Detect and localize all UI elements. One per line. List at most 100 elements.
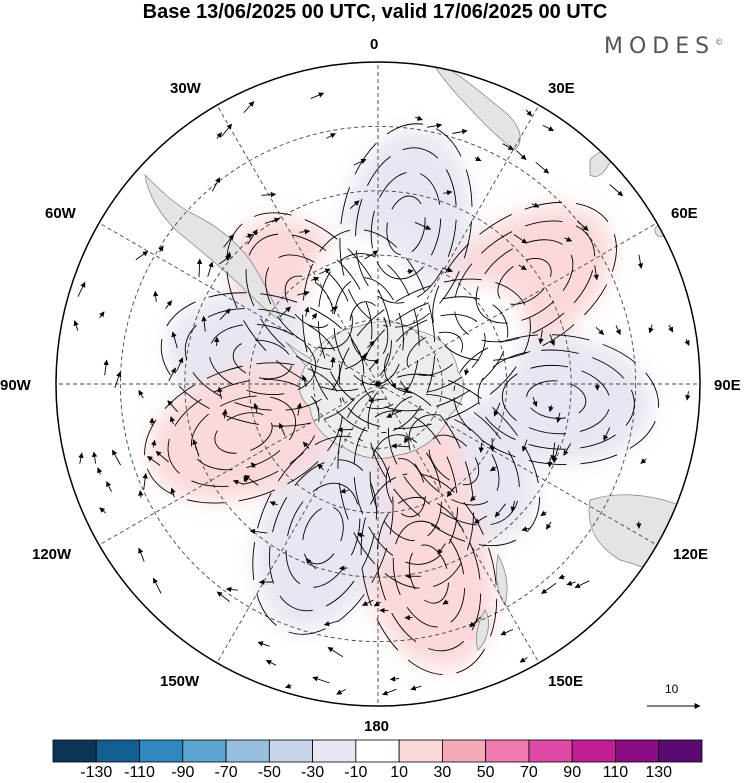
colorbar-swatch xyxy=(658,739,703,763)
wind-arrow xyxy=(112,449,121,466)
wind-arrow xyxy=(668,324,674,333)
wind-arrow xyxy=(470,495,476,502)
streamline xyxy=(317,253,420,410)
colorbar-swatch xyxy=(398,739,443,763)
wind-arrow xyxy=(519,657,528,663)
wind-arrow xyxy=(353,158,367,166)
wind-arrow xyxy=(531,202,540,208)
colorbar-swatch xyxy=(441,739,487,763)
colorbar-level-label: 130 xyxy=(645,764,673,781)
wind-arrow xyxy=(265,659,277,666)
africa-tip xyxy=(429,62,521,151)
wind-arrow xyxy=(535,161,550,174)
wind-arrow xyxy=(474,156,482,162)
streamline xyxy=(337,386,475,589)
wind-arrow xyxy=(516,150,527,160)
wind-arrow xyxy=(525,109,533,117)
colorbar-swatch xyxy=(312,739,357,763)
wind-arrow xyxy=(171,331,178,349)
streamline xyxy=(428,434,480,486)
lon-label-120e: 120E xyxy=(673,546,709,563)
wind-arrow xyxy=(541,582,557,594)
streamline xyxy=(408,414,500,506)
wind-arrow xyxy=(138,547,145,562)
wind-arrow xyxy=(368,397,387,403)
streamline xyxy=(252,435,394,635)
wind-arrow xyxy=(169,416,175,425)
wind-arrow xyxy=(243,101,255,114)
streamline xyxy=(406,331,463,376)
streamline xyxy=(208,323,317,396)
wind-arrow xyxy=(574,580,590,589)
streamline xyxy=(353,410,458,565)
wind-arrow xyxy=(305,558,317,570)
wind-arrow xyxy=(330,306,339,312)
wind-arrow xyxy=(391,443,410,449)
wind-arrow xyxy=(362,599,374,606)
wind-arrow xyxy=(304,306,310,317)
colorbar-level-label: -70 xyxy=(214,764,238,781)
wind-arrow xyxy=(443,190,453,196)
reference-vector-label: 10 xyxy=(665,682,679,696)
streamline xyxy=(370,171,442,280)
wind-arrow xyxy=(603,427,611,441)
wind-arrow xyxy=(142,472,148,490)
streamline xyxy=(501,364,611,435)
streamline xyxy=(392,520,466,628)
streamline xyxy=(361,296,509,412)
wind-arrow xyxy=(410,685,422,691)
map-border xyxy=(55,61,701,707)
wind-arrow xyxy=(261,191,277,198)
wind-arrow xyxy=(317,463,324,471)
wind-arrow xyxy=(138,490,144,498)
wind-arrow xyxy=(216,132,222,139)
wind-arrow xyxy=(556,412,562,423)
streamline xyxy=(184,308,341,411)
colorbar-level-label: -10 xyxy=(344,764,368,781)
streamline xyxy=(268,459,377,612)
wind-arrow xyxy=(637,254,644,269)
wind-arrow xyxy=(103,359,109,376)
wind-arrow xyxy=(490,465,498,472)
colorbar-swatches xyxy=(52,739,703,763)
wind-arrow xyxy=(648,324,654,334)
wind-arrow xyxy=(414,221,432,230)
wind-arrow xyxy=(493,402,501,417)
wind-arrow xyxy=(97,467,103,475)
colorbar-level-label: -30 xyxy=(301,764,325,781)
wind-arrow xyxy=(330,356,336,368)
streamline xyxy=(245,233,373,371)
new-zealand xyxy=(476,553,508,651)
streamline xyxy=(284,275,334,328)
wind-arrow xyxy=(441,267,454,273)
wind-arrow xyxy=(170,487,176,498)
colorbar-swatch xyxy=(139,739,184,763)
wind-arrow xyxy=(302,441,310,449)
wind-arrow xyxy=(404,436,410,443)
lon-label-90w: 90W xyxy=(0,377,31,394)
wind-arrow xyxy=(407,268,414,275)
colorbar-swatch xyxy=(52,739,97,763)
wind-arrow xyxy=(369,358,379,370)
wind-arrow xyxy=(78,452,84,464)
wind-arrow xyxy=(349,200,360,209)
wind-arrow xyxy=(427,122,443,129)
wind-arrow xyxy=(446,486,455,498)
wind-arrow xyxy=(595,326,605,335)
wind-arrow xyxy=(593,265,599,281)
wind-arrow xyxy=(415,115,423,121)
wind-arrow xyxy=(114,371,122,389)
latitude-circle xyxy=(119,125,637,643)
wind-arrow xyxy=(494,503,507,518)
wind-arrow xyxy=(336,689,347,695)
meridian xyxy=(377,222,658,385)
wind-arrow xyxy=(211,177,221,192)
wind-arrow xyxy=(99,311,105,319)
wind-arrow xyxy=(547,457,553,468)
wind-arrow xyxy=(356,532,365,538)
colorbar-swatch xyxy=(615,739,660,763)
wind-arrow xyxy=(158,245,164,253)
streamline xyxy=(385,458,426,518)
